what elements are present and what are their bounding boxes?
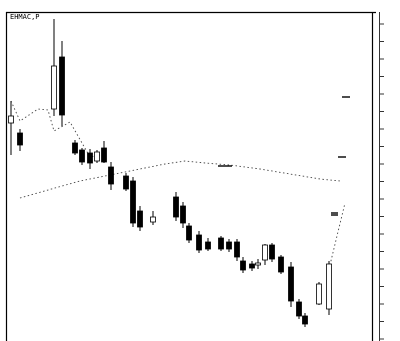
candle — [137, 206, 143, 231]
candle-body — [278, 256, 284, 273]
candle — [196, 231, 202, 253]
candle-body — [87, 152, 93, 164]
candle-body — [249, 263, 255, 269]
candle-body — [79, 149, 85, 163]
candle-body — [302, 315, 308, 325]
candle — [123, 173, 129, 191]
candle — [94, 150, 100, 163]
candle — [288, 262, 294, 307]
candle-body — [255, 262, 261, 266]
candle-body — [94, 151, 100, 162]
candle — [72, 140, 78, 155]
candle — [205, 238, 211, 251]
candle-body — [226, 241, 232, 250]
candle — [87, 149, 93, 169]
candle-body — [130, 180, 136, 224]
candle-body — [51, 65, 57, 110]
candle — [8, 101, 14, 155]
candle — [130, 177, 136, 227]
candle — [17, 129, 23, 151]
candle — [186, 223, 192, 243]
candle-body — [17, 132, 23, 146]
candle — [240, 257, 246, 273]
candle-body — [269, 244, 275, 260]
candle-body — [218, 237, 224, 250]
candle — [218, 236, 224, 251]
candle-body — [326, 263, 332, 310]
candle — [296, 299, 302, 319]
candle — [262, 244, 268, 265]
candle-body — [101, 147, 107, 163]
candle-body — [205, 241, 211, 250]
indicator-lines — [10, 100, 346, 270]
candle — [150, 211, 156, 225]
candle-body — [288, 266, 294, 302]
candle-body — [59, 56, 65, 116]
candle-body — [137, 210, 143, 228]
dotted-line-c — [328, 202, 346, 270]
candle — [173, 192, 179, 221]
candle-body — [234, 241, 240, 258]
candle-body — [72, 142, 78, 154]
dotted-line-b — [19, 160, 341, 199]
candle — [226, 239, 232, 252]
chart-header-label: EHMAC,P — [10, 13, 40, 21]
price-scale-ticks — [380, 23, 384, 340]
candle-body — [123, 175, 129, 190]
candle — [180, 202, 186, 228]
candle — [51, 19, 57, 116]
candle-body — [186, 225, 192, 241]
candle — [79, 148, 85, 165]
candle-body — [240, 260, 246, 271]
candle — [101, 141, 107, 163]
candle-body — [150, 216, 156, 223]
level-marks — [218, 96, 350, 216]
candle — [278, 255, 284, 274]
candle-body — [196, 234, 202, 251]
candle-body — [180, 205, 186, 224]
candle-body — [296, 301, 302, 317]
candles — [8, 19, 332, 327]
candle — [255, 259, 261, 269]
candle — [316, 282, 322, 305]
candle — [108, 162, 114, 190]
candle — [269, 243, 275, 262]
candle — [302, 313, 308, 327]
candle-body — [316, 283, 322, 305]
candle-body — [173, 196, 179, 218]
candle — [249, 261, 255, 271]
candle-body — [108, 166, 114, 185]
dotted-line-a — [10, 100, 101, 158]
candle — [326, 261, 332, 315]
candle — [234, 239, 240, 261]
candle-body — [262, 244, 268, 261]
candle-body — [8, 115, 14, 124]
candle — [59, 41, 65, 126]
